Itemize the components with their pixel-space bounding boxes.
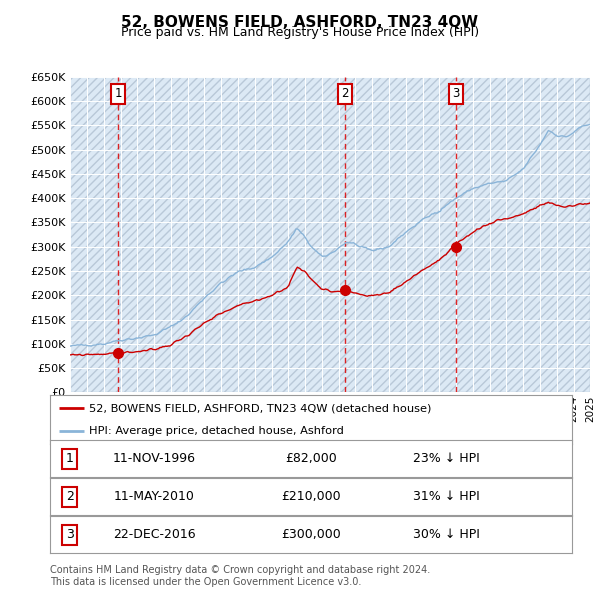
Text: 52, BOWENS FIELD, ASHFORD, TN23 4QW (detached house): 52, BOWENS FIELD, ASHFORD, TN23 4QW (det… <box>89 404 431 414</box>
Text: 31% ↓ HPI: 31% ↓ HPI <box>413 490 480 503</box>
Text: 30% ↓ HPI: 30% ↓ HPI <box>413 528 480 541</box>
Text: £210,000: £210,000 <box>281 490 341 503</box>
Text: 11-MAY-2010: 11-MAY-2010 <box>114 490 194 503</box>
Text: 11-NOV-1996: 11-NOV-1996 <box>113 452 196 465</box>
Text: 2: 2 <box>65 490 74 503</box>
Text: 2: 2 <box>341 87 349 100</box>
Text: 1: 1 <box>65 452 74 465</box>
Text: Price paid vs. HM Land Registry's House Price Index (HPI): Price paid vs. HM Land Registry's House … <box>121 26 479 39</box>
Text: £300,000: £300,000 <box>281 528 341 541</box>
Text: 1: 1 <box>115 87 122 100</box>
Text: 23% ↓ HPI: 23% ↓ HPI <box>413 452 480 465</box>
Text: Contains HM Land Registry data © Crown copyright and database right 2024.
This d: Contains HM Land Registry data © Crown c… <box>50 565 430 587</box>
Text: £82,000: £82,000 <box>285 452 337 465</box>
Text: 22-DEC-2016: 22-DEC-2016 <box>113 528 196 541</box>
Text: HPI: Average price, detached house, Ashford: HPI: Average price, detached house, Ashf… <box>89 425 344 435</box>
Text: 3: 3 <box>65 528 74 541</box>
Text: 3: 3 <box>452 87 460 100</box>
Text: 52, BOWENS FIELD, ASHFORD, TN23 4QW: 52, BOWENS FIELD, ASHFORD, TN23 4QW <box>121 15 479 30</box>
